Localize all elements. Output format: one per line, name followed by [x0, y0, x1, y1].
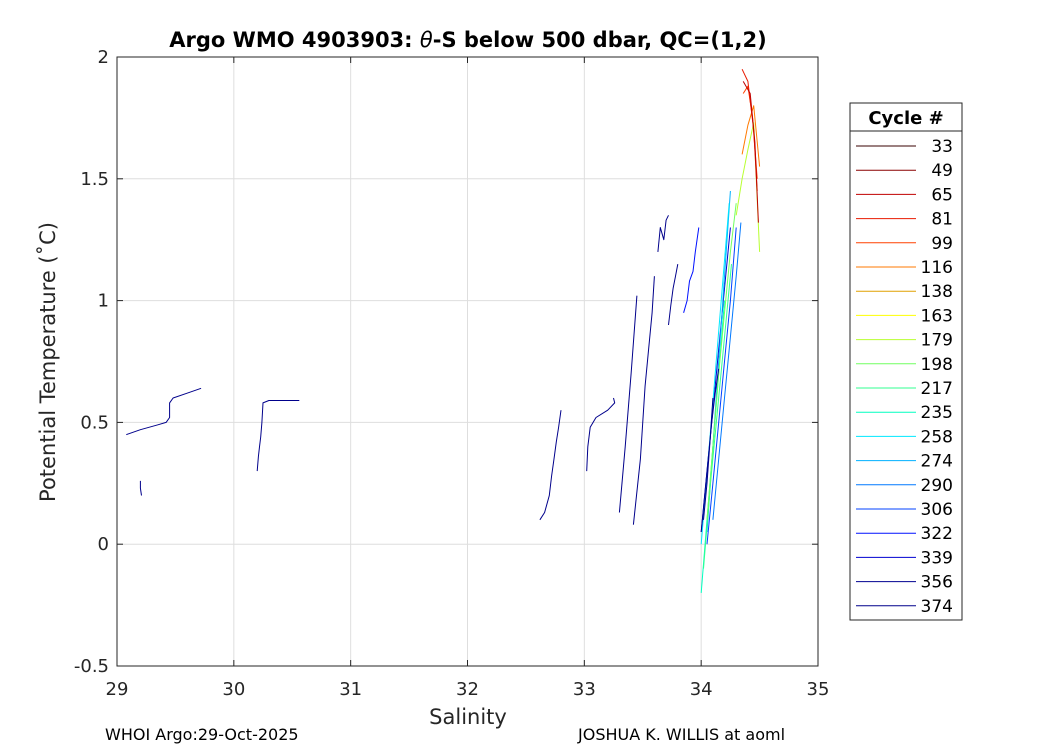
legend-label: 65	[931, 185, 953, 205]
legend-box	[849, 102, 963, 621]
y-tick-label: -0.5	[74, 656, 109, 677]
legend-label: 322	[921, 524, 953, 544]
footer-right: JOSHUA K. WILLIS at aoml	[578, 725, 786, 744]
legend-label: 306	[921, 500, 953, 520]
y-tick-label: 0.5	[80, 412, 109, 433]
grid-lines	[116, 56, 819, 667]
x-tick-label: 31	[339, 679, 362, 700]
x-tick-label: 33	[573, 679, 596, 700]
series-line-9	[683, 227, 700, 313]
y-axis-label: Potential Temperature (˚C)	[36, 222, 60, 502]
series-line-19	[741, 105, 761, 167]
series-line-0	[126, 387, 202, 436]
legend-title: Cycle #	[868, 108, 943, 129]
series-line-4	[586, 397, 616, 472]
data-series	[126, 68, 761, 593]
legend-label: 81	[931, 210, 953, 230]
legend-label: 33	[931, 137, 953, 157]
legend-items: 33 49 65 81 99 116 138 163 179 198 217 235 258 274 290…	[856, 137, 953, 617]
series-line-16	[703, 264, 732, 569]
axis-ticks: 29 30 31 32 33 34 35 -0.5 0 0.5 1 1.5 2	[74, 47, 830, 700]
x-axis-label: Salinity	[429, 705, 507, 729]
y-tick-label: 1.5	[80, 169, 109, 190]
legend-label: 198	[921, 355, 953, 375]
series-line-2	[256, 400, 300, 472]
legend-label: 339	[921, 548, 953, 568]
x-tick-label: 29	[106, 679, 129, 700]
series-line-8	[668, 264, 679, 326]
legend-label: 138	[921, 282, 953, 302]
series-line-6	[632, 276, 655, 525]
series-line-7	[657, 215, 669, 252]
y-tick-label: 0	[98, 534, 109, 555]
legend-label: 258	[921, 427, 953, 447]
series-line-1	[139, 480, 142, 496]
legend-label: 99	[931, 234, 953, 254]
legend-label: 356	[921, 573, 953, 593]
legend-label: 235	[921, 403, 953, 423]
legend-label: 116	[921, 258, 953, 278]
y-tick-label: 2	[98, 47, 109, 68]
series-line-11	[706, 227, 737, 545]
legend-label: 217	[921, 379, 953, 399]
series-line-3	[539, 410, 562, 521]
legend-label: 374	[921, 597, 953, 617]
series-line-24	[703, 397, 714, 520]
x-tick-label: 30	[222, 679, 245, 700]
legend-label: 179	[921, 331, 953, 351]
x-tick-label: 34	[690, 679, 713, 700]
y-tick-label: 1	[98, 291, 109, 312]
legend-label: 290	[921, 476, 953, 496]
series-line-21	[741, 68, 758, 192]
legend: Cycle # 33 49 65 81 99 116 138 163 179 198 217 235 2…	[849, 102, 963, 621]
footer-left: WHOI Argo:29-Oct-2025	[105, 725, 299, 744]
series-line-12	[712, 222, 742, 520]
legend-label: 274	[921, 452, 953, 472]
series-line-22	[742, 81, 759, 223]
x-tick-label: 35	[807, 679, 830, 700]
chart-title: Argo WMO 4903903: θ-S below 500 dbar, QC…	[169, 28, 766, 52]
legend-label: 163	[921, 306, 953, 326]
legend-label: 49	[931, 161, 953, 181]
series-line-5	[618, 295, 638, 513]
x-tick-label: 32	[456, 679, 479, 700]
series-line-17	[706, 203, 737, 520]
